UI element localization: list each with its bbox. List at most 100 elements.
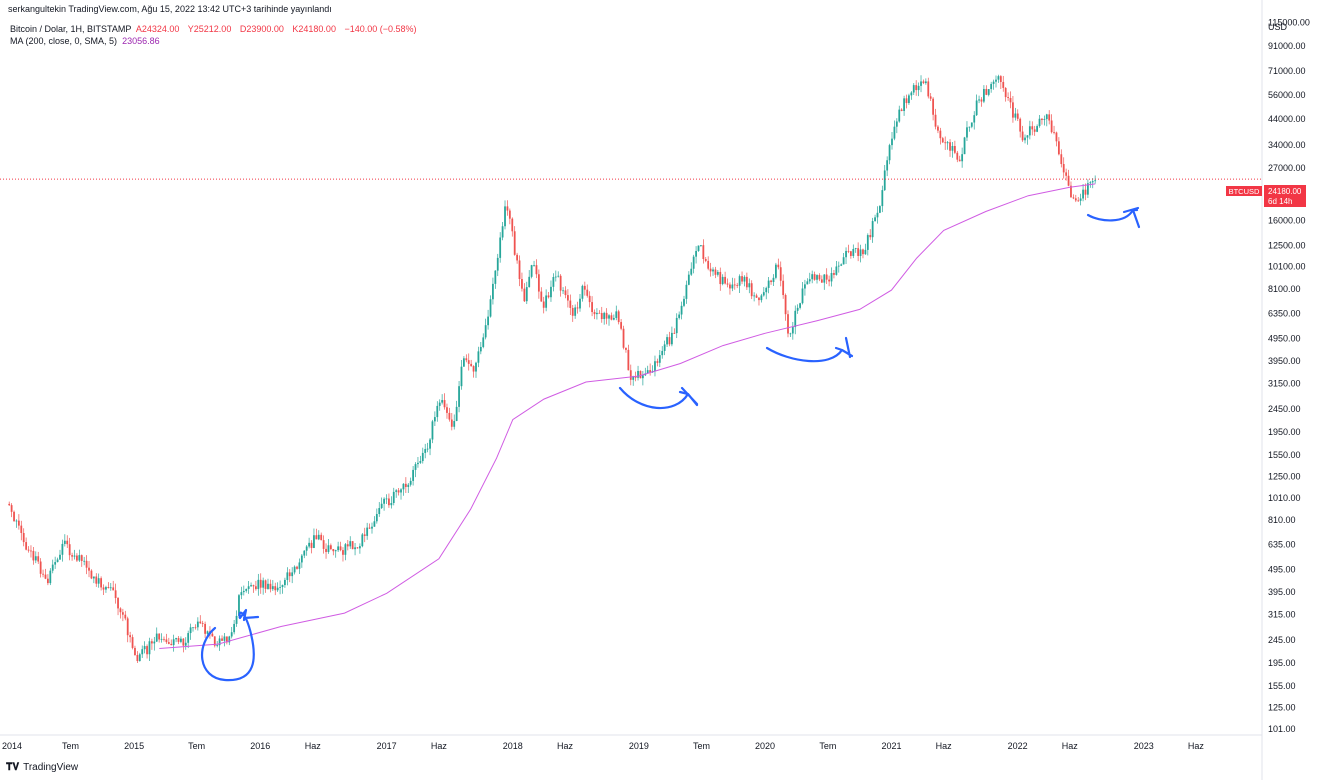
candle-body bbox=[54, 562, 57, 565]
candle-body bbox=[881, 190, 884, 207]
candle-body bbox=[702, 245, 705, 260]
candle-body bbox=[622, 328, 625, 348]
candle-body bbox=[985, 88, 988, 95]
candle-body bbox=[842, 257, 845, 265]
candle-body bbox=[983, 88, 985, 102]
candle-body bbox=[472, 366, 475, 372]
candle-body bbox=[743, 276, 746, 282]
candle-body bbox=[363, 534, 366, 536]
y-tick-label: 71000.00 bbox=[1268, 66, 1306, 76]
candle-body bbox=[506, 206, 509, 211]
candle-body bbox=[262, 580, 265, 588]
candle-body bbox=[1050, 120, 1053, 133]
candle-body bbox=[112, 587, 115, 591]
candle-body bbox=[922, 81, 925, 84]
symbol-legend: Bitcoin / Dolar, 1H, BITSTAMP A24324.00 … bbox=[10, 24, 423, 34]
candle-body bbox=[78, 555, 81, 561]
y-tick-label: 3150.00 bbox=[1268, 379, 1301, 389]
candle-body bbox=[738, 276, 741, 286]
candle-body bbox=[924, 81, 927, 84]
x-tick-label: 2014 bbox=[2, 741, 22, 751]
candle-body bbox=[230, 632, 233, 637]
candle-body bbox=[639, 370, 642, 379]
candle-body bbox=[941, 138, 944, 143]
y-tick-label: 101.00 bbox=[1268, 724, 1296, 734]
candle-body bbox=[194, 627, 197, 629]
candle-body bbox=[833, 273, 835, 275]
candles-layer bbox=[8, 74, 1097, 663]
candle-body bbox=[356, 547, 359, 549]
time-axis[interactable]: 2014 Tem 2015 Tem 2016 Haz 2017 Haz 2018 Haz 2019 T… bbox=[0, 734, 1262, 751]
candle-body bbox=[13, 511, 15, 522]
candle-body bbox=[794, 310, 797, 328]
candle-body bbox=[610, 315, 613, 320]
candle-body bbox=[540, 291, 543, 302]
candle-body bbox=[716, 271, 719, 275]
candle-body bbox=[105, 587, 107, 590]
candle-body bbox=[658, 355, 661, 363]
candle-body bbox=[254, 586, 257, 590]
x-tick-label: Tem bbox=[693, 741, 710, 751]
candle-body bbox=[303, 550, 306, 556]
candle-body bbox=[600, 313, 603, 320]
candle-body bbox=[146, 646, 148, 655]
candle-body bbox=[402, 483, 405, 490]
candle-body bbox=[1060, 154, 1063, 165]
candle-body bbox=[620, 322, 623, 329]
candle-body bbox=[92, 576, 95, 579]
candle-body bbox=[533, 265, 535, 266]
candle-body bbox=[796, 307, 799, 311]
candle-body bbox=[629, 370, 632, 380]
candle-body bbox=[596, 312, 598, 315]
candle-body bbox=[334, 550, 337, 552]
candle-body bbox=[709, 268, 712, 272]
candle-body bbox=[617, 311, 620, 323]
candle-body bbox=[634, 376, 637, 378]
candle-body bbox=[939, 130, 942, 139]
candle-body bbox=[654, 361, 656, 371]
candle-body bbox=[999, 76, 1002, 82]
candle-body bbox=[690, 268, 693, 275]
candle-body bbox=[1004, 87, 1007, 98]
candle-body bbox=[818, 275, 821, 280]
candle-body bbox=[235, 615, 238, 624]
candle-body bbox=[484, 325, 487, 338]
candle-body bbox=[496, 257, 499, 271]
candle-body bbox=[114, 590, 117, 599]
candle-body bbox=[726, 283, 729, 285]
candle-body bbox=[291, 572, 294, 577]
candle-body bbox=[201, 623, 204, 624]
candle-body bbox=[588, 295, 591, 303]
candle-body bbox=[1070, 185, 1072, 198]
candle-body bbox=[513, 231, 516, 255]
candle-body bbox=[199, 621, 202, 624]
candle-body bbox=[368, 527, 371, 529]
candle-body bbox=[932, 98, 935, 115]
x-tick-label: 2016 bbox=[250, 741, 270, 751]
candle-body bbox=[342, 550, 344, 555]
candle-body bbox=[903, 98, 905, 111]
candle-body bbox=[801, 288, 804, 304]
candle-body bbox=[1028, 126, 1031, 136]
candle-body bbox=[325, 548, 327, 552]
price-axis[interactable]: 115000.00 91000.00 71000.00 56000.00 44000.0… bbox=[1261, 0, 1310, 780]
candle-body bbox=[852, 248, 855, 256]
candle-body bbox=[847, 250, 850, 252]
candle-body bbox=[869, 235, 872, 238]
ma-legend: MA (200, close, 0, SMA, 5) 23056.86 bbox=[10, 36, 160, 46]
candle-body bbox=[196, 621, 199, 628]
candle-body bbox=[874, 217, 876, 222]
candle-body bbox=[915, 85, 918, 91]
y-tick-label: 195.00 bbox=[1268, 658, 1296, 668]
candle-body bbox=[95, 576, 98, 584]
candle-body bbox=[482, 337, 485, 347]
candle-body bbox=[1024, 137, 1026, 141]
x-tick-label: Haz bbox=[1188, 741, 1205, 751]
candle-body bbox=[789, 333, 792, 335]
candle-body bbox=[978, 99, 980, 101]
candle-body bbox=[51, 564, 54, 571]
candle-body bbox=[671, 332, 673, 345]
candle-body bbox=[371, 526, 373, 529]
candle-body bbox=[1087, 183, 1089, 195]
